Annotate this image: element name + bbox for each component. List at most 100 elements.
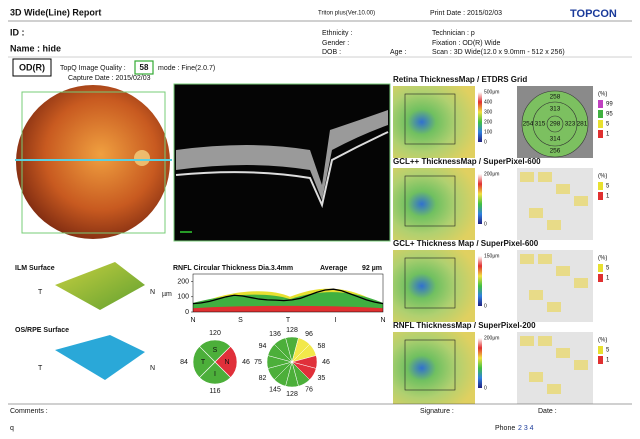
legend-swatch bbox=[598, 120, 603, 128]
scale-label: 100 bbox=[484, 129, 493, 135]
etdrs-value: 298 bbox=[550, 121, 561, 128]
y-tick-label: 200 bbox=[177, 278, 189, 285]
superpixel bbox=[529, 290, 543, 300]
clock-sector bbox=[273, 337, 293, 363]
colorbar bbox=[478, 174, 482, 224]
legend-swatch bbox=[598, 356, 603, 364]
rnfl-title: RNFL Circular Thickness Dia.3.4mm bbox=[173, 265, 293, 272]
superpixel bbox=[538, 172, 552, 182]
superpixel bbox=[520, 336, 534, 346]
clock-value: 145 bbox=[269, 387, 281, 394]
superpixel bbox=[556, 348, 570, 358]
legend-label: (%) bbox=[598, 174, 607, 180]
clock-value: 76 bbox=[305, 387, 313, 394]
scale-label: 400 bbox=[484, 99, 493, 105]
clock-value: 58 bbox=[318, 343, 326, 350]
map-title: RNFL ThicknessMap / SuperPixel-200 bbox=[393, 321, 536, 330]
ilm-label: ILM Surface bbox=[15, 265, 55, 272]
patient-id: ID : bbox=[10, 27, 25, 37]
rpe-surface bbox=[55, 335, 145, 380]
legend-swatch bbox=[598, 274, 603, 282]
scale-label: 200μm bbox=[484, 171, 499, 177]
oct-layers bbox=[176, 110, 388, 200]
colorbar bbox=[478, 92, 482, 142]
oct-rpe bbox=[175, 131, 389, 209]
scale-label: 150μm bbox=[484, 253, 499, 259]
technician: Technician : p bbox=[432, 30, 475, 37]
x-tick-label: S bbox=[238, 317, 243, 324]
clock-value: 46 bbox=[322, 359, 330, 366]
superpixel bbox=[538, 254, 552, 264]
superpixel bbox=[520, 254, 534, 264]
map-box bbox=[404, 339, 456, 391]
quality-box bbox=[134, 60, 154, 75]
low-band bbox=[193, 305, 383, 312]
phone: Phone bbox=[495, 425, 515, 432]
y-tick-label: 0 bbox=[185, 309, 189, 316]
etdrs-value: 314 bbox=[550, 136, 561, 143]
quality-label: TopQ Image Quality : bbox=[60, 65, 126, 72]
legend-swatch bbox=[598, 182, 603, 190]
comments: Comments : bbox=[10, 408, 48, 415]
clock-value: 128 bbox=[286, 327, 298, 334]
optic-disc bbox=[134, 150, 150, 166]
thickness-map bbox=[393, 86, 475, 158]
superpixel bbox=[529, 372, 543, 382]
etdrs-value: 256 bbox=[550, 148, 561, 155]
etdrs-value: 254 bbox=[523, 121, 534, 128]
legend-label: (%) bbox=[598, 338, 607, 344]
legend-label: (%) bbox=[598, 256, 607, 262]
dob: DOB : bbox=[322, 49, 341, 56]
map-box bbox=[404, 175, 456, 227]
scale-label: 200 bbox=[484, 119, 493, 125]
legend-label: 1 bbox=[606, 132, 610, 138]
mode: mode : Fine(2.0.7) bbox=[158, 65, 215, 72]
age: Age : bbox=[390, 49, 406, 56]
clock-value: 82 bbox=[259, 375, 267, 382]
legend-label: 5 bbox=[606, 348, 610, 354]
gender: Gender : bbox=[322, 40, 349, 47]
patient-name: Name : hide bbox=[10, 43, 61, 53]
date: Date : bbox=[538, 408, 557, 415]
legend-swatch bbox=[598, 100, 603, 108]
superpixel bbox=[574, 278, 588, 288]
x-tick-label: N bbox=[190, 317, 195, 324]
legend-swatch bbox=[598, 130, 603, 138]
y-label: µm bbox=[162, 291, 172, 298]
signature: Signature : bbox=[420, 408, 454, 415]
colorbar bbox=[478, 256, 482, 306]
clock-value: 94 bbox=[259, 343, 267, 350]
etdrs-value: 281 bbox=[577, 121, 588, 128]
clock-value: 96 bbox=[305, 331, 313, 338]
superpixel bbox=[556, 266, 570, 276]
temporal-label: T bbox=[38, 289, 43, 296]
average: 92 µm bbox=[362, 265, 382, 272]
map-title: GCL+ Thickness Map / SuperPixel-600 bbox=[393, 239, 539, 248]
user: q bbox=[10, 425, 14, 432]
nasal-label: N bbox=[150, 289, 155, 296]
scan: Scan : 3D Wide(12.0 x 9.0mm - 512 x 256) bbox=[432, 49, 565, 56]
scale-label: 200μm bbox=[484, 335, 499, 341]
scan-area bbox=[21, 91, 166, 234]
pages: 2 3 4 bbox=[518, 425, 534, 432]
legend-label: 5 bbox=[606, 122, 610, 128]
etdrs-value: 258 bbox=[550, 94, 561, 101]
quality: 58 bbox=[140, 63, 149, 72]
scale-label: 500μm bbox=[484, 89, 499, 95]
title: 3D Wide(Line) Report bbox=[10, 7, 101, 17]
quadrant bbox=[199, 361, 231, 385]
superpixel bbox=[547, 384, 561, 394]
superpixel bbox=[574, 360, 588, 370]
software: Triton plus(Ver.10.00) bbox=[318, 11, 375, 17]
x-tick-label: N bbox=[380, 317, 385, 324]
brand: TOPCON bbox=[570, 8, 617, 20]
x-tick-label: I bbox=[335, 317, 337, 324]
temporal-label: T bbox=[38, 365, 43, 372]
superpixel bbox=[529, 208, 543, 218]
quadrant-letter: I bbox=[214, 371, 216, 378]
quadrant-letter: N bbox=[224, 359, 229, 366]
thickness-map bbox=[393, 332, 475, 404]
quadrant-value: 46 bbox=[242, 359, 250, 366]
map-box bbox=[404, 93, 456, 145]
